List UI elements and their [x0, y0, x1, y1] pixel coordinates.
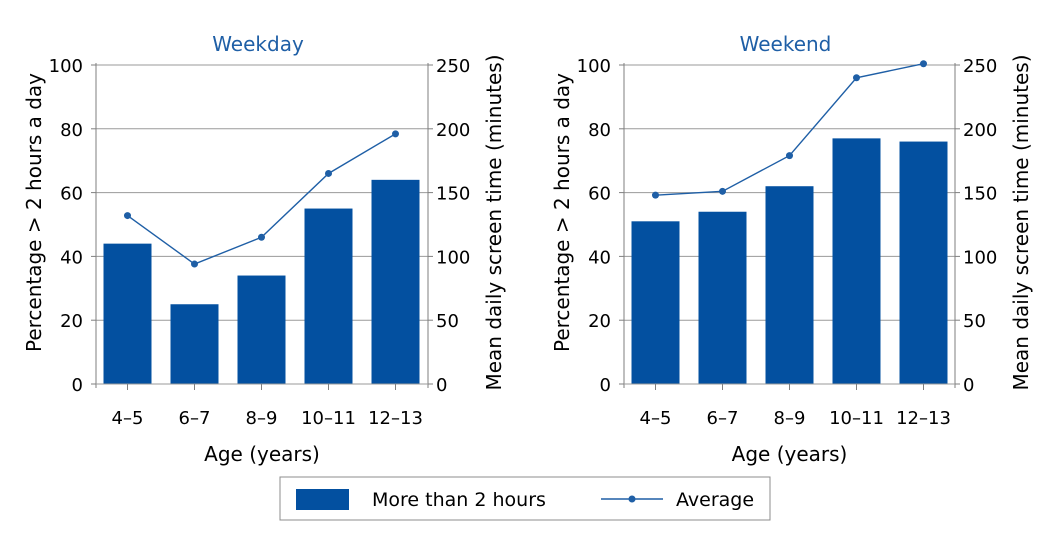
- legend: More than 2 hours Average: [279, 476, 771, 521]
- bar-8–9: [237, 275, 286, 384]
- right-tick-label: 150: [963, 184, 997, 205]
- left-tick-label: 80: [60, 120, 83, 141]
- average-line: [655, 63, 924, 196]
- left-tick-label: 0: [600, 375, 611, 396]
- average-point-8–9: [258, 233, 265, 241]
- panel-title: Weekday: [212, 32, 304, 56]
- bar-10–11: [832, 138, 881, 384]
- right-tick-label: 100: [436, 247, 470, 268]
- left-axis-label: Percentage > 2 hours a day: [550, 73, 574, 352]
- average-point-10–11: [325, 169, 332, 177]
- x-tick-label: 6–7: [707, 408, 739, 429]
- x-tick-label: 6–7: [179, 408, 211, 429]
- x-tick-label: 8–9: [246, 408, 278, 429]
- legend-frame: [279, 476, 771, 521]
- right-tick-label: 200: [436, 120, 470, 141]
- average-line: [127, 133, 396, 265]
- right-axis-label: Mean daily screen time (minutes): [1009, 54, 1033, 390]
- x-tick-label: 12–13: [368, 408, 423, 429]
- average-point-4–5: [652, 191, 659, 199]
- chart-panel-weekend: 0 20 40 60 80 100 0 50 100 150 200 250 4–5 6–7 8–9 10–1…: [550, 32, 1033, 466]
- left-tick-label: 20: [588, 311, 611, 332]
- left-tick-label: 100: [49, 56, 83, 77]
- average-point-12–13: [392, 130, 399, 138]
- legend-label-average: Average: [676, 489, 754, 511]
- x-tick-label: 12–13: [896, 408, 951, 429]
- legend-label-more-than-2-hours: More than 2 hours: [372, 489, 546, 511]
- average-point-8–9: [786, 152, 793, 160]
- right-tick-label: 0: [436, 375, 447, 396]
- left-axis-label: Percentage > 2 hours a day: [22, 73, 46, 352]
- x-tick-label: 4–5: [640, 408, 672, 429]
- average-point-12–13: [920, 60, 927, 68]
- right-tick-label: 50: [963, 311, 986, 332]
- right-tick-label: 250: [436, 56, 470, 77]
- x-axis-label: Age (years): [204, 442, 320, 466]
- right-tick-label: 0: [963, 375, 974, 396]
- average-point-4–5: [124, 212, 131, 220]
- bar-12–13: [371, 179, 420, 384]
- x-tick-label: 10–11: [301, 408, 356, 429]
- left-tick-label: 60: [588, 184, 611, 205]
- bar-4–5: [631, 221, 680, 384]
- right-tick-label: 150: [436, 184, 470, 205]
- bar-8–9: [765, 186, 814, 384]
- bar-6–7: [698, 211, 747, 384]
- average-point-6–7: [191, 260, 198, 268]
- left-tick-label: 0: [72, 375, 83, 396]
- bar-10–11: [304, 208, 353, 384]
- bar-12–13: [899, 141, 948, 384]
- right-tick-label: 50: [436, 311, 459, 332]
- left-tick-label: 40: [588, 247, 611, 268]
- right-tick-label: 250: [963, 56, 997, 77]
- left-tick-label: 40: [60, 247, 83, 268]
- bar-4–5: [103, 243, 152, 384]
- x-tick-label: 8–9: [774, 408, 806, 429]
- legend-bar-swatch: [296, 489, 349, 510]
- x-tick-label: 4–5: [112, 408, 144, 429]
- average-point-10–11: [853, 74, 860, 82]
- panel-title: Weekend: [740, 32, 832, 56]
- average-point-6–7: [719, 187, 726, 195]
- chart-panel-weekday: 0 20 40 60 80 100 0 50 100 150 200 250 4–5 6–7 8–9 10–1…: [22, 32, 506, 466]
- x-axis-label: Age (years): [732, 442, 848, 466]
- bar-6–7: [170, 304, 219, 384]
- x-tick-label: 10–11: [829, 408, 884, 429]
- left-tick-label: 20: [60, 311, 83, 332]
- left-tick-label: 80: [588, 120, 611, 141]
- left-tick-label: 60: [60, 184, 83, 205]
- right-tick-label: 100: [963, 247, 997, 268]
- right-axis-label: Mean daily screen time (minutes): [482, 54, 506, 390]
- right-tick-label: 200: [963, 120, 997, 141]
- left-tick-label: 100: [577, 56, 611, 77]
- legend-line-marker: [628, 495, 636, 503]
